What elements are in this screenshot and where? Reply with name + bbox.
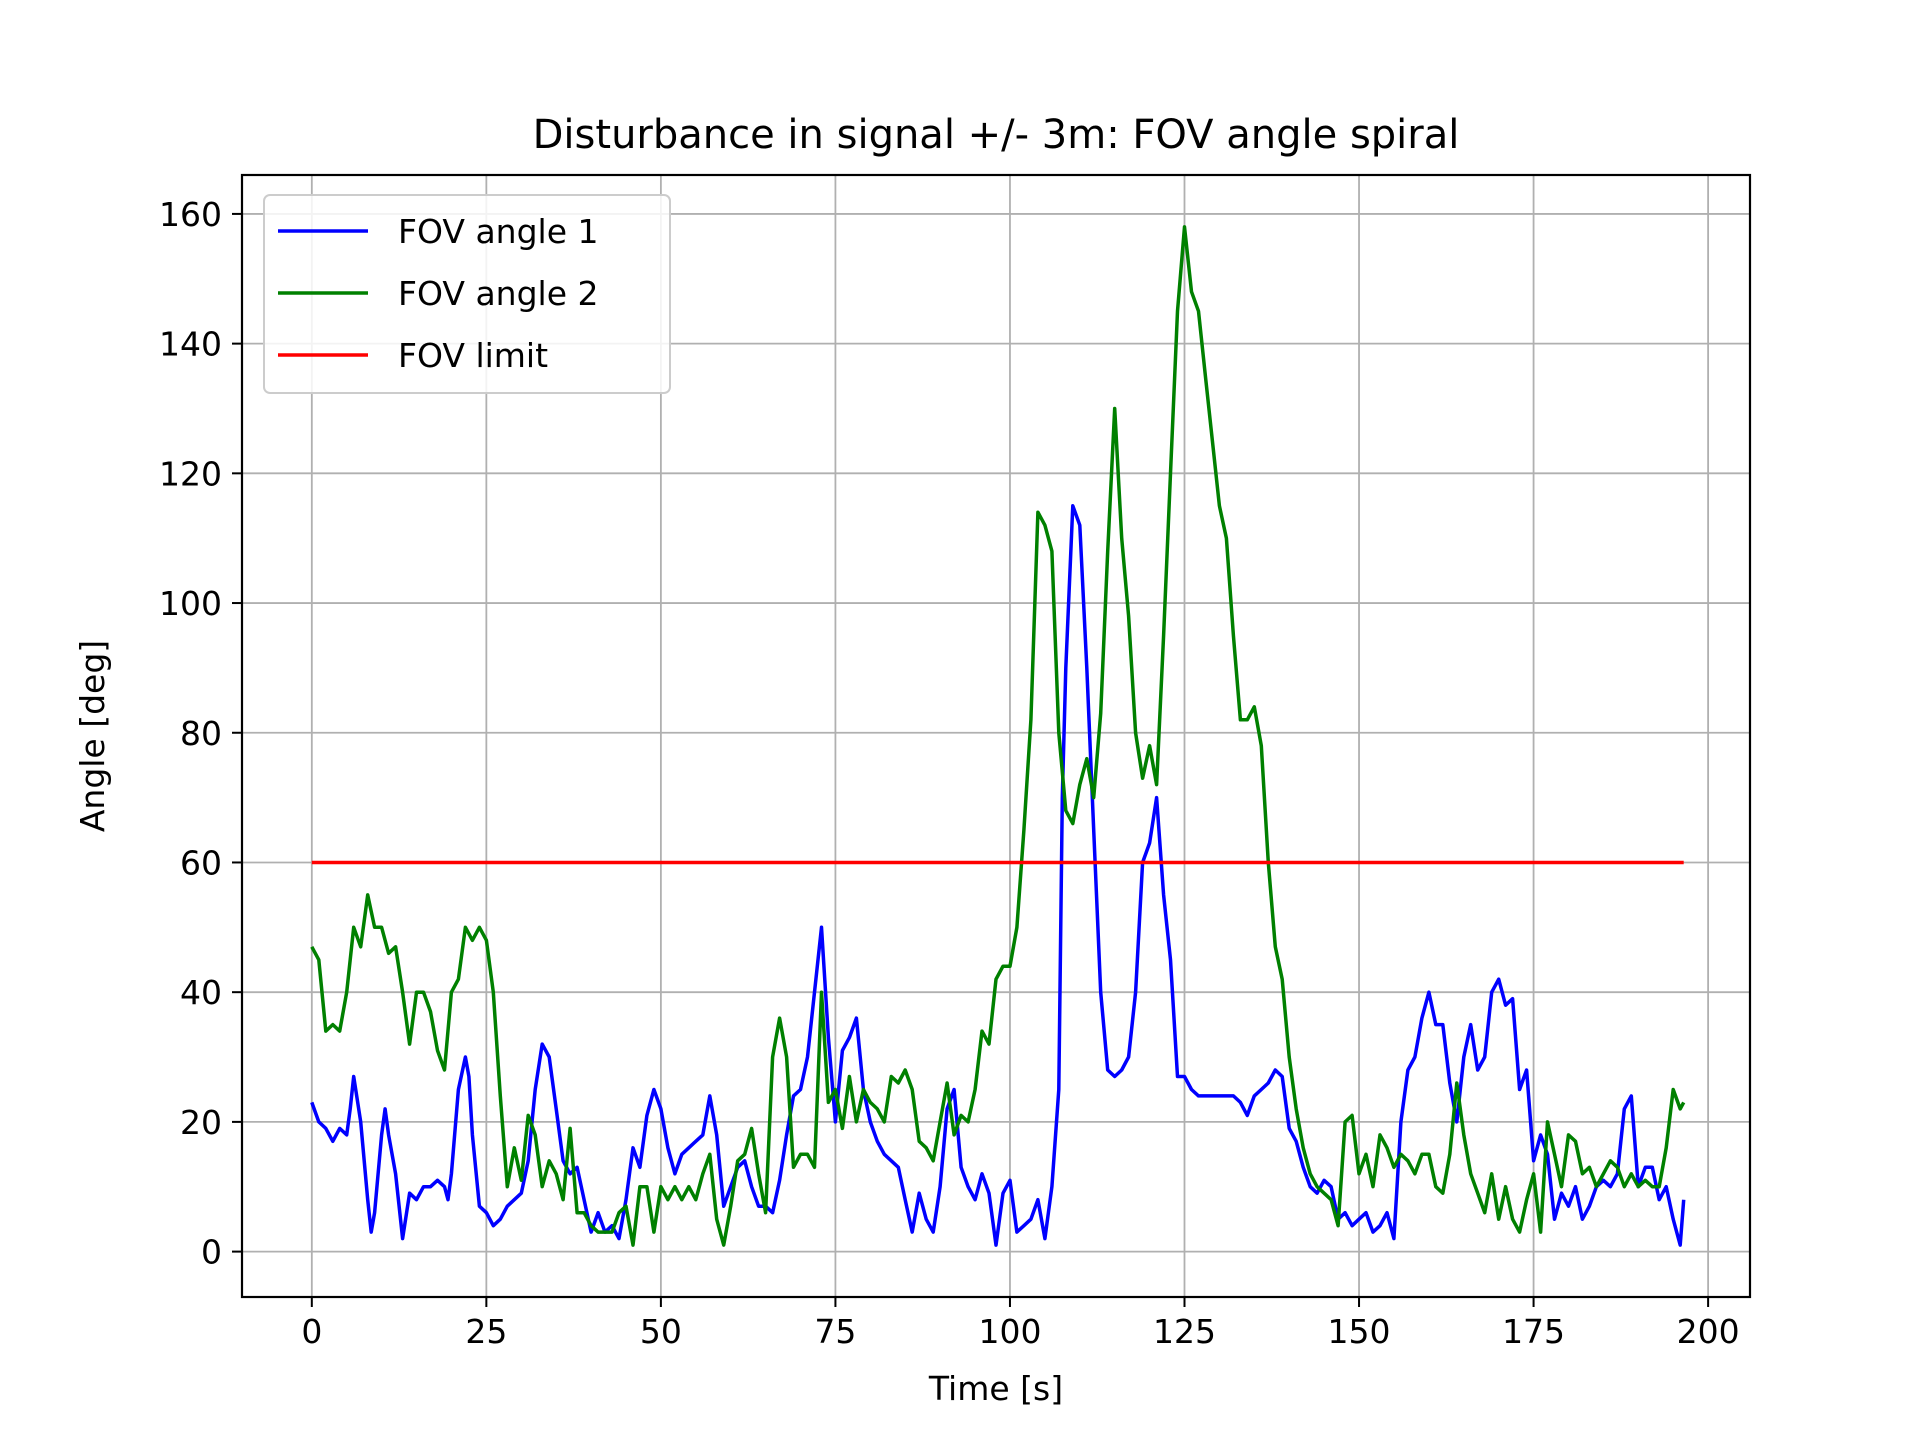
- legend-label: FOV limit: [398, 336, 548, 375]
- y-tick-label: 80: [180, 714, 222, 753]
- y-tick-label: 160: [159, 195, 222, 234]
- x-tick-label: 100: [978, 1312, 1041, 1351]
- x-tick-label: 75: [814, 1312, 856, 1351]
- ticks: 0 25 50 75 100 125 150 175 200 0 20 40 60 80 100 120 140…: [159, 195, 1740, 1351]
- y-tick-label: 40: [180, 973, 222, 1012]
- legend: FOV angle 1 FOV angle 2 FOV limit: [263, 194, 671, 394]
- legend-box: [263, 194, 671, 394]
- series-line-fov-angle-1: [310, 504, 1686, 1247]
- x-tick-label: 25: [465, 1312, 507, 1351]
- y-tick-label: 120: [159, 454, 222, 493]
- y-tick-label: 20: [180, 1103, 222, 1142]
- x-axis-label: Time [s]: [928, 1369, 1063, 1408]
- x-tick-label: 175: [1502, 1312, 1565, 1351]
- x-tick-label: 0: [301, 1312, 322, 1351]
- series-line-fov-angle-2: [310, 225, 1686, 1247]
- y-tick-label: 100: [159, 584, 222, 623]
- y-tick-label: 0: [201, 1233, 222, 1272]
- y-tick-label: 60: [180, 843, 222, 882]
- plot-lines: [310, 225, 1686, 1247]
- x-tick-label: 50: [640, 1312, 682, 1351]
- y-axis-label: Angle [deg]: [73, 640, 112, 832]
- legend-label: FOV angle 1: [398, 212, 598, 251]
- y-tick-label: 140: [159, 325, 222, 364]
- chart-title: Disturbance in signal +/- 3m: FOV angle …: [533, 112, 1460, 158]
- x-tick-label: 125: [1153, 1312, 1216, 1351]
- plot-frame: [240, 173, 1752, 1299]
- x-tick-label: 150: [1328, 1312, 1391, 1351]
- legend-label: FOV angle 2: [398, 274, 598, 313]
- x-tick-label: 200: [1677, 1312, 1740, 1351]
